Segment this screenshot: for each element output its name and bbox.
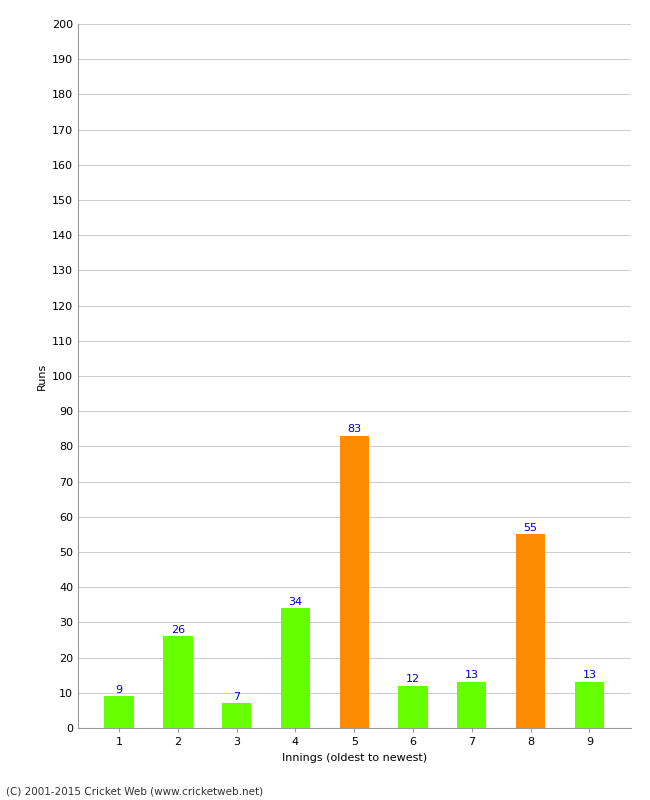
- Bar: [163, 637, 192, 728]
- Bar: [457, 682, 486, 728]
- Text: 12: 12: [406, 674, 420, 684]
- Text: 55: 55: [524, 522, 538, 533]
- X-axis label: Innings (oldest to newest): Innings (oldest to newest): [281, 753, 427, 762]
- Text: 13: 13: [465, 670, 479, 681]
- Bar: [281, 608, 310, 728]
- Bar: [575, 682, 604, 728]
- Bar: [339, 436, 369, 728]
- Text: (C) 2001-2015 Cricket Web (www.cricketweb.net): (C) 2001-2015 Cricket Web (www.cricketwe…: [6, 786, 264, 796]
- Text: 83: 83: [347, 424, 361, 434]
- Bar: [516, 534, 545, 728]
- Y-axis label: Runs: Runs: [36, 362, 46, 390]
- Bar: [398, 686, 428, 728]
- Text: 9: 9: [116, 685, 123, 694]
- Text: 7: 7: [233, 691, 240, 702]
- Text: 34: 34: [289, 597, 302, 606]
- Text: 13: 13: [582, 670, 596, 681]
- Text: 26: 26: [171, 625, 185, 634]
- Bar: [105, 696, 134, 728]
- Bar: [222, 703, 252, 728]
